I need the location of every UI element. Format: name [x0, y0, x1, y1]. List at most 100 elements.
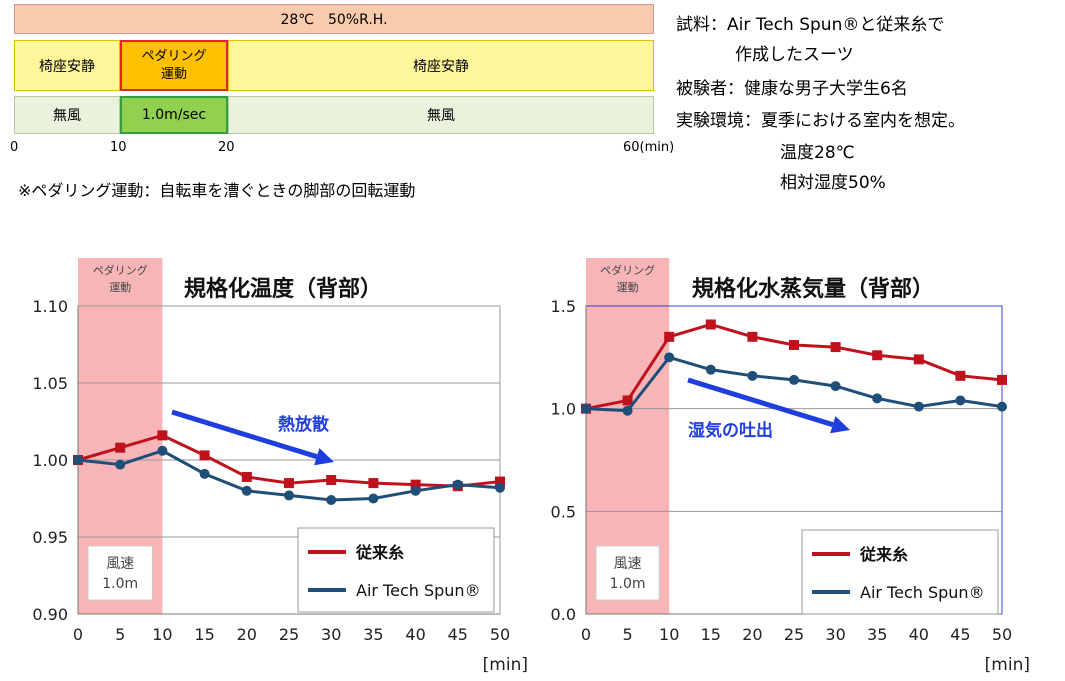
legend-label: 従来糸 — [859, 545, 908, 564]
data-point-conventional — [955, 370, 966, 381]
data-point-conventional — [157, 430, 168, 441]
data-point-conventional — [284, 478, 294, 489]
annotation-label: 湿気の吐出 — [688, 420, 773, 441]
data-point-airtech — [368, 493, 379, 504]
activity-rest-2: 椅座安静 — [228, 40, 654, 91]
data-point-conventional — [705, 319, 716, 330]
data-point-conventional — [664, 331, 675, 342]
data-point-conventional — [872, 350, 883, 361]
x-tick-label: 20 — [742, 625, 762, 644]
x-tick-label: 5 — [623, 625, 633, 644]
data-point-airtech — [705, 364, 716, 375]
data-point-airtech — [955, 395, 966, 406]
x-tick-label: 45 — [950, 625, 970, 644]
y-tick-label: 0.0 — [551, 605, 576, 624]
info-sample-value2: 作成したスーツ — [735, 45, 854, 65]
data-point-conventional — [997, 374, 1007, 385]
y-tick-label: 1.00 — [32, 451, 68, 470]
x-tick-label: 15 — [194, 625, 214, 644]
trend-arrow-head — [314, 448, 334, 466]
data-point-airtech — [241, 485, 252, 496]
data-point-airtech — [73, 455, 83, 465]
data-point-conventional — [913, 354, 924, 365]
x-tick-label: 5 — [115, 625, 125, 644]
activity-rest-1-label: 椅座安静 — [39, 58, 95, 75]
x-tick-label: 40 — [909, 625, 929, 644]
activity-pedaling: ペダリング 運動 — [120, 40, 228, 91]
wind-speed: 1.0m/sec — [120, 96, 228, 134]
legend-box — [297, 527, 495, 613]
data-point-airtech — [830, 381, 841, 392]
humidity-chart: ペダリング運動 0.0 0.5 1.0 1.5 0 5 10 15 20 25 30 35 40 45 50 [… — [551, 258, 1030, 675]
y-tick-label: 0.95 — [32, 528, 68, 547]
activity-rest-2-label: 椅座安静 — [413, 58, 469, 75]
wind-speed-label: 1.0m — [610, 576, 646, 592]
x-tick-label: 30 — [825, 625, 845, 644]
condition-label: 28℃ 50%R.H. — [280, 12, 388, 28]
x-axis-label: [min] — [483, 655, 528, 675]
data-point-airtech — [495, 482, 505, 493]
timeline-tick-20: 20 — [218, 140, 235, 155]
data-point-conventional — [326, 475, 337, 486]
data-point-airtech — [157, 445, 168, 456]
data-point-airtech — [997, 401, 1007, 412]
x-tick-label: 0 — [581, 625, 591, 644]
data-point-conventional — [495, 476, 505, 487]
wind-none-1-label: 無風 — [53, 108, 81, 124]
x-tick-label: 10 — [152, 625, 172, 644]
data-point-airtech — [581, 403, 591, 414]
trend-arrow — [171, 409, 318, 460]
data-point-airtech — [199, 468, 210, 479]
info-sample-value: Air Tech Spun®と従来糸で — [727, 15, 945, 35]
info-environment: 実験環境：夏季における室内を想定。 — [676, 111, 965, 131]
x-tick-label: 30 — [321, 625, 341, 644]
data-point-conventional — [747, 331, 758, 342]
wind-speed-label: 1.0m — [102, 576, 138, 592]
x-tick-label: 20 — [237, 625, 257, 644]
x-tick-label: 0 — [73, 625, 83, 644]
x-tick-label: 25 — [279, 625, 299, 644]
pedaling-band-label: ペダリング — [600, 263, 655, 277]
y-tick-label: 1.0 — [551, 400, 576, 419]
legend-label: Air Tech Spun® — [356, 581, 481, 600]
wind-speed-box — [595, 545, 660, 601]
x-tick-label: 35 — [363, 625, 383, 644]
pedaling-note: ※ペダリング運動：自転車を漕ぐときの脚部の回転運動 — [18, 181, 416, 200]
data-point-airtech — [326, 495, 337, 506]
wind-speed-label: 1.0m/sec — [141, 107, 207, 123]
chart-title: 規格化温度（背部） — [184, 276, 382, 302]
data-point-conventional — [789, 340, 799, 351]
timeline-tick-60: 60(min) — [623, 140, 675, 155]
wind-speed-box — [87, 545, 153, 601]
trend-arrow-head — [830, 416, 850, 434]
activity-pedaling-label: ペダリング 運動 — [141, 48, 207, 82]
pedaling-band-label: 運動 — [109, 280, 131, 294]
info-subject: 被験者：健康な男子大学生6名 — [676, 79, 908, 99]
data-point-conventional — [115, 442, 126, 453]
x-tick-label: 25 — [784, 625, 804, 644]
data-point-airtech — [913, 401, 924, 412]
wind-none-2-label: 無風 — [427, 108, 455, 124]
y-tick-label: 1.5 — [551, 297, 576, 316]
y-tick-label: 0.5 — [551, 502, 576, 521]
x-tick-label: 35 — [867, 625, 887, 644]
x-axis-label: [min] — [985, 655, 1030, 675]
data-point-conventional — [830, 342, 841, 353]
data-point-airtech — [872, 393, 883, 404]
data-point-conventional — [410, 479, 421, 490]
data-point-airtech — [622, 405, 633, 416]
data-point-airtech — [410, 485, 421, 496]
wind-speed-label: 風速 — [106, 556, 134, 572]
data-point-conventional — [241, 471, 252, 482]
legend-label: 従来糸 — [355, 543, 404, 562]
info-sample-label: 試料： — [676, 15, 727, 35]
data-point-airtech — [284, 490, 294, 501]
legend-label: Air Tech Spun® — [860, 583, 985, 602]
condition-bar: 28℃ 50%R.H. — [14, 4, 654, 34]
x-tick-label: 10 — [659, 625, 679, 644]
annotation-label: 熱放散 — [278, 414, 330, 435]
pedaling-band-label: ペダリング — [93, 263, 148, 277]
data-point-airtech — [747, 370, 758, 381]
data-point-airtech — [115, 459, 126, 470]
timeline-tick-10: 10 — [110, 140, 127, 155]
